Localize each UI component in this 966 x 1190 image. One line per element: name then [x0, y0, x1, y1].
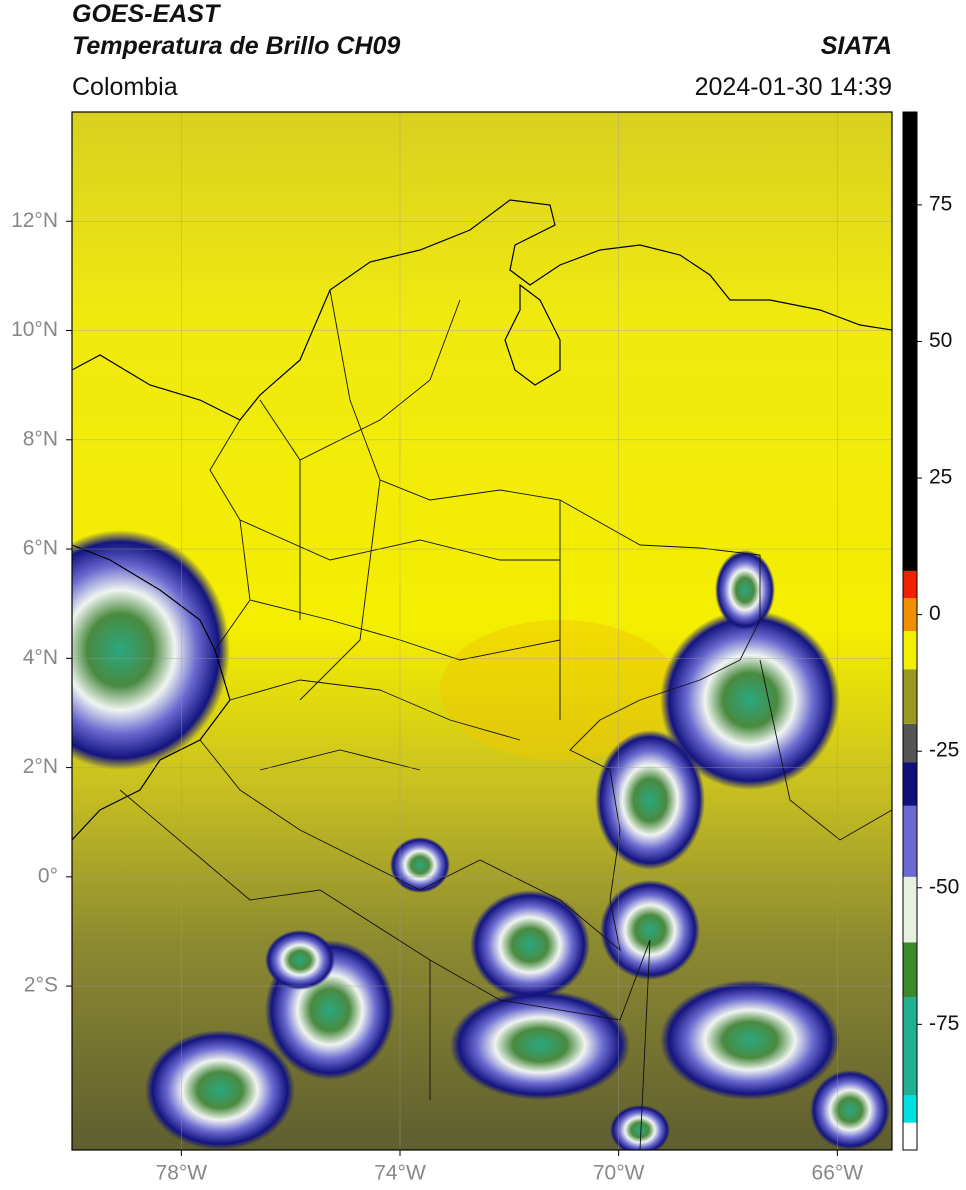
cloud [610, 1105, 670, 1150]
colorbar-segment [903, 942, 917, 998]
cloud [715, 550, 775, 630]
colorbar-segment [903, 876, 917, 943]
colorbar-tick-label: 25 [929, 466, 952, 489]
map-frame [71, 111, 893, 1151]
colorbar-frame [902, 111, 918, 1151]
lat-tick-label: 8°N [23, 427, 58, 450]
colorbar-tick-label: -50 [929, 875, 959, 898]
lat-tick-label: 0° [38, 864, 58, 887]
lon-tick-label: 66°W [812, 1162, 864, 1185]
lat-tick-label: 2°N [23, 755, 58, 778]
colorbar-segment [903, 112, 917, 571]
coastline [72, 199, 892, 421]
cloud [660, 980, 840, 1100]
lon-tick-label: 78°W [156, 1162, 208, 1185]
lat-tick-label: 10°N [11, 318, 58, 341]
colorbar-segment [903, 762, 917, 806]
colorbar-tick-label: 50 [929, 329, 952, 352]
cloud [265, 930, 335, 990]
cloud [810, 1070, 890, 1150]
cloud [72, 530, 230, 770]
title-line2: Temperatura de Brillo CH09 [72, 32, 400, 60]
colorbar-segment [903, 1122, 917, 1150]
title-line1: GOES-EAST [72, 0, 222, 28]
cloud [390, 837, 450, 893]
cloud [450, 990, 630, 1100]
lat-tick-label: 4°N [23, 646, 58, 669]
colorbar-segment [903, 997, 917, 1096]
lat-tick-label: 2°S [24, 974, 58, 997]
cloud [595, 730, 705, 870]
colorbar-tick-label: 75 [929, 192, 952, 215]
datetime: 2024-01-30 14:39 [695, 73, 892, 101]
colorbar-tick-label: -75 [929, 1012, 959, 1035]
colorbar-segment [903, 631, 917, 670]
cloud [600, 880, 700, 980]
source: SIATA [821, 32, 892, 60]
lon-tick-label: 74°W [374, 1162, 426, 1185]
lat-tick-label: 6°N [23, 537, 58, 560]
cloud [470, 890, 590, 1000]
colorbar-segment [903, 1095, 917, 1123]
map-image [72, 112, 892, 1150]
lon-tick-label: 70°W [593, 1162, 645, 1185]
region: Colombia [72, 73, 178, 101]
colorbar-segment [903, 805, 917, 877]
colorbar-segment [903, 570, 917, 599]
colorbar-tick-label: 0 [929, 602, 941, 625]
colorbar-segment [903, 723, 917, 763]
colorbar-segment [903, 669, 917, 724]
coastline [504, 283, 561, 386]
colorbar-tick-label: -25 [929, 739, 959, 762]
cloud [660, 610, 840, 790]
cloud [145, 1030, 295, 1150]
colorbar-segment [903, 598, 917, 631]
lat-tick-label: 12°N [11, 209, 58, 232]
